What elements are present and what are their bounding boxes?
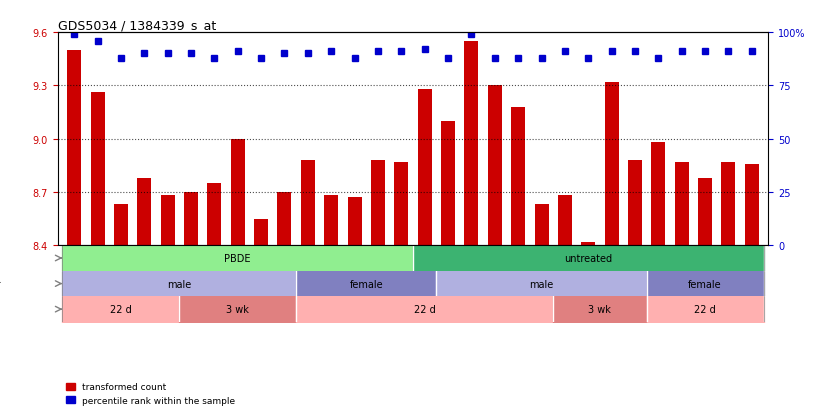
Bar [464, 42, 478, 246]
Bar [582, 242, 596, 246]
Bar [114, 205, 128, 246]
Bar [675, 162, 689, 246]
Bar [511, 107, 525, 246]
Bar [534, 205, 548, 246]
Legend: transformed count, percentile rank within the sample: transformed count, percentile rank withi… [62, 379, 239, 408]
Text: male: male [167, 279, 192, 289]
Bar [418, 90, 432, 246]
Text: 22 d: 22 d [414, 304, 435, 314]
Bar [325, 196, 338, 246]
Bar [628, 161, 642, 246]
Text: 3 wk: 3 wk [226, 304, 249, 314]
Bar [278, 192, 292, 246]
Bar [230, 139, 244, 246]
Bar [207, 184, 221, 246]
Bar [605, 83, 619, 246]
Bar [698, 178, 712, 246]
Text: gender: gender [0, 279, 1, 289]
Text: male: male [529, 279, 553, 289]
Bar [652, 143, 666, 246]
Text: untreated: untreated [564, 254, 612, 263]
Text: 22 d: 22 d [110, 304, 132, 314]
Text: GDS5034 / 1384339_s_at: GDS5034 / 1384339_s_at [58, 19, 216, 32]
Text: age: age [0, 304, 1, 314]
Bar [721, 162, 735, 246]
Bar [745, 164, 759, 246]
Bar [441, 121, 455, 246]
Text: agent: agent [0, 254, 1, 263]
Text: 3 wk: 3 wk [588, 304, 611, 314]
Bar [348, 198, 362, 246]
Bar [254, 219, 268, 246]
Bar [301, 161, 315, 246]
Text: female: female [688, 279, 722, 289]
Bar [184, 192, 198, 246]
Bar [160, 196, 174, 246]
Text: 22 d: 22 d [694, 304, 716, 314]
Bar [137, 178, 151, 246]
Text: PBDE: PBDE [225, 254, 251, 263]
Text: female: female [349, 279, 383, 289]
Bar [558, 196, 572, 246]
Bar [91, 93, 105, 246]
Bar [488, 86, 502, 246]
Bar [371, 161, 385, 246]
Bar [67, 51, 81, 246]
Bar [394, 162, 408, 246]
